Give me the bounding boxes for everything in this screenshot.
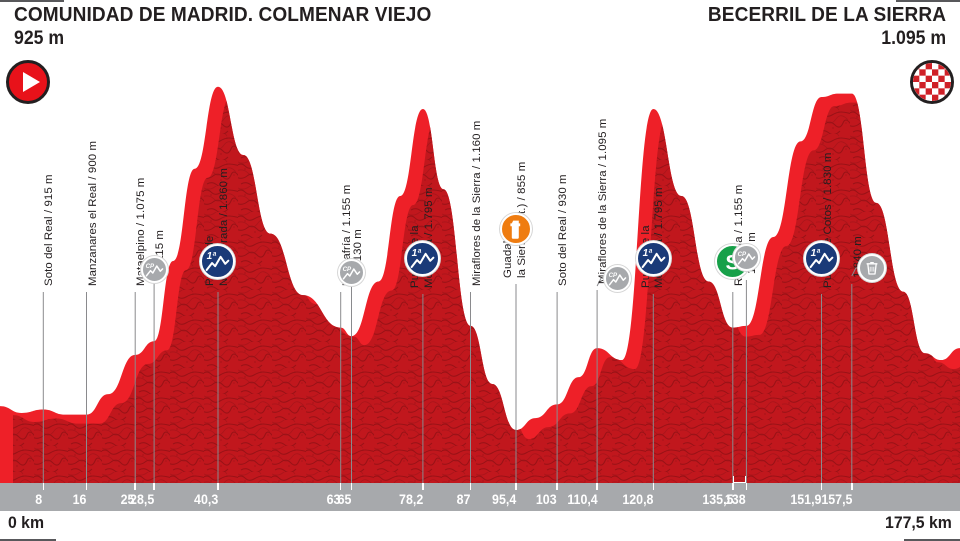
- top-rule-right: [896, 0, 960, 2]
- mountain-glyph: CP: [737, 250, 756, 265]
- waste-zone-icon: [857, 254, 886, 282]
- mountain-glyph: 1ª: [206, 251, 230, 271]
- mountain-glyph: 1ª: [641, 248, 666, 268]
- finish-info: BECERRIL DE LA SIERRA 1.095 m: [690, 4, 946, 50]
- axis-tick-label: 103: [535, 492, 557, 507]
- axis-tick: [652, 483, 655, 490]
- axis-tick: [153, 483, 155, 490]
- play-triangle: [22, 72, 40, 92]
- poi-label: Miraflores de la Sierra / 1.095 m: [597, 118, 610, 284]
- play-icon: [6, 60, 50, 104]
- axis-tick: [42, 483, 45, 490]
- poi-label: Manzanares el Real / 900 m: [86, 140, 99, 286]
- axis-tick-label: 135,5: [701, 492, 734, 507]
- poi-label: Soto del Real / 915 m: [43, 174, 56, 286]
- cp-climb-icon: CP: [603, 264, 631, 292]
- axis-tick-label: 8: [35, 492, 43, 507]
- badge-connector: [851, 267, 858, 277]
- distance-axis: 8 16 25 28,5 40,3 63 65 78,2 87 95,4 103 110,4 120,8…: [0, 476, 960, 511]
- axis-tick-label: 65: [337, 492, 352, 507]
- svg-text:1ª: 1ª: [412, 248, 422, 259]
- trash-glyph: [866, 261, 878, 275]
- bottom-rule-left: [0, 539, 56, 541]
- axis-tick-label: 95,4: [492, 492, 517, 507]
- axis-start-label: 0 km: [8, 513, 45, 532]
- svg-text:1ª: 1ª: [642, 248, 652, 259]
- category-1-climb-icon: 1ª: [804, 240, 840, 276]
- svg-text:CP: CP: [737, 250, 746, 257]
- poi-label: Soto del Real / 930 m: [557, 174, 570, 286]
- axis-tick: [350, 483, 353, 490]
- checker-grid: [913, 63, 951, 101]
- start-town: COMUNIDAD DE MADRID. COLMENAR VIEJO: [14, 3, 432, 26]
- mountain-glyph: CP: [608, 271, 626, 286]
- cp-climb-icon: CP: [732, 243, 760, 271]
- axis-tick-label: 151,9: [790, 492, 822, 507]
- axis-tick-label: 25: [121, 492, 135, 507]
- mountain-glyph: 1ª: [411, 248, 435, 268]
- axis-tick: [596, 483, 598, 490]
- svg-text:CP: CP: [343, 265, 352, 272]
- header: COMUNIDAD DE MADRID. COLMENAR VIEJO 925 …: [0, 0, 960, 56]
- axis-tick-label: 87: [456, 492, 471, 507]
- axis-tick-label: 138: [725, 492, 746, 507]
- axis-tick-label: 63: [326, 492, 341, 507]
- cp-climb-icon: CP: [140, 255, 168, 283]
- elevation-area-chart: [0, 86, 960, 483]
- svg-text:1ª: 1ª: [811, 248, 821, 259]
- leader-lines: [42, 267, 858, 483]
- axis-tick: [134, 483, 136, 490]
- cp-climb-icon: CP: [338, 258, 366, 286]
- axis-tick: [515, 483, 517, 490]
- finish-town: BECERRIL DE LA SIERRA: [707, 3, 946, 26]
- category-1-climb-icon: 1ª: [200, 243, 236, 279]
- axis-tick-label: 16: [72, 492, 87, 507]
- axis-end-label: 177,5 km: [885, 513, 952, 532]
- axis-pair-bracket: [732, 476, 747, 483]
- profile-terrain-mass: [13, 95, 960, 483]
- svg-text:CP: CP: [145, 262, 154, 269]
- mountain-glyph: CP: [145, 262, 163, 277]
- category-1-climb-icon: 1ª: [405, 240, 441, 276]
- axis-tick: [556, 483, 558, 490]
- svg-text:CP: CP: [608, 271, 617, 278]
- axis-tick: [820, 483, 823, 490]
- badge-connector: [596, 277, 604, 287]
- axis-tick: [732, 483, 734, 490]
- svg-text:1ª: 1ª: [207, 251, 217, 262]
- axis-tick: [217, 483, 219, 490]
- finish-altitude: 1.095 m: [881, 28, 946, 49]
- mountain-glyph: 1ª: [809, 248, 834, 268]
- start-info: COMUNIDAD DE MADRID. COLMENAR VIEJO 925 …: [14, 4, 463, 50]
- bottle-glyph: [510, 220, 521, 239]
- axis-tick-label: 110,4: [567, 492, 598, 507]
- axis-tick: [469, 483, 472, 490]
- axis-tick-label: 28,5: [130, 492, 155, 507]
- mountain-glyph: CP: [343, 265, 361, 280]
- axis-tick-label: 78,2: [399, 492, 424, 507]
- footer: 0 km 177,5 km: [0, 511, 960, 541]
- feed-zone-icon: [499, 213, 532, 245]
- axis-tick: [339, 483, 342, 490]
- checkered-flag-icon: [910, 60, 954, 104]
- top-rule-left: [0, 0, 64, 2]
- bottom-rule-right: [904, 539, 960, 541]
- axis-tick-label: 40,3: [194, 492, 219, 507]
- profile-plot: Soto del Real / 915 m Manzanares el Real …: [0, 56, 960, 483]
- axis-tick: [851, 483, 853, 490]
- axis-tick-label: 120,8: [622, 492, 654, 507]
- poi-label: Miraflores de la Sierra / 1.160 m: [470, 120, 483, 286]
- category-1-climb-icon: 1ª: [635, 240, 671, 276]
- axis-tick: [85, 483, 88, 490]
- axis-tick-label: 157,5: [820, 492, 852, 507]
- axis-tick: [745, 483, 748, 490]
- start-altitude: 925 m: [14, 28, 65, 49]
- axis-tick: [422, 483, 424, 490]
